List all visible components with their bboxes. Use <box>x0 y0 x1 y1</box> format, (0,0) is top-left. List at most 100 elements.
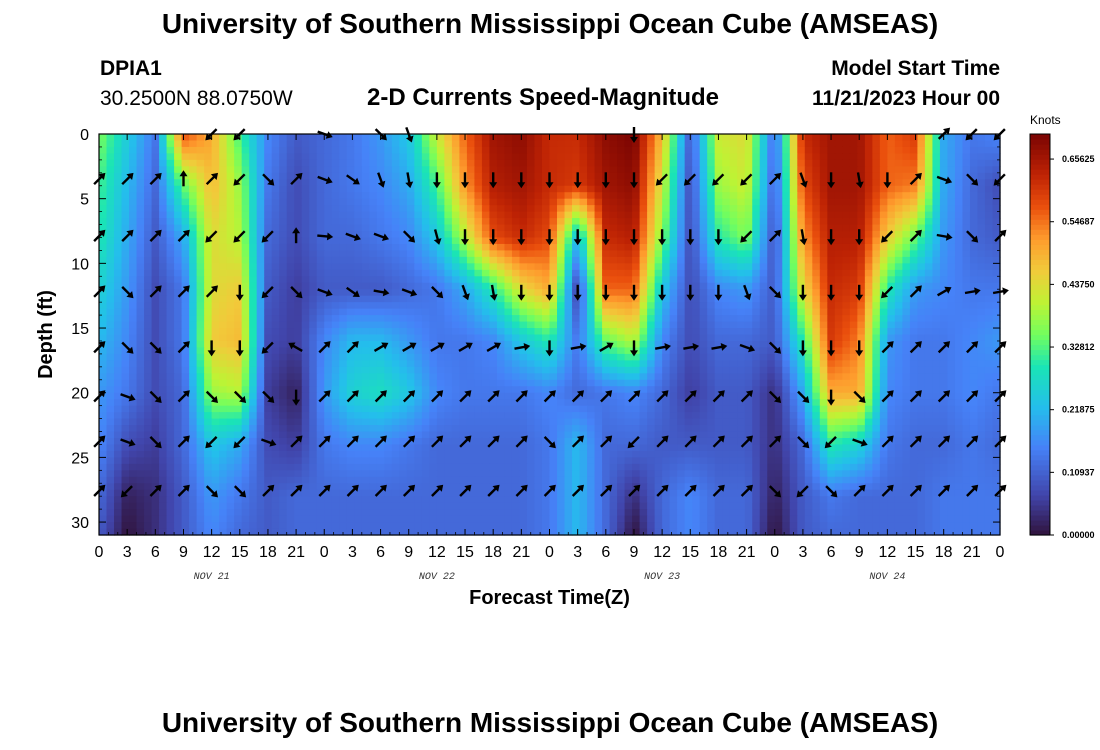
heatmap-cell <box>609 295 618 303</box>
heatmap-cell <box>121 179 130 187</box>
heatmap-cell <box>316 366 325 374</box>
heatmap-cell <box>789 250 798 258</box>
heatmap-cell <box>804 340 813 349</box>
heatmap-cell <box>444 315 453 323</box>
heatmap-cell <box>707 360 716 368</box>
heatmap-cell <box>669 276 678 284</box>
heatmap-cell <box>692 340 701 349</box>
heatmap-cell <box>249 192 258 200</box>
heatmap-cell <box>707 295 716 303</box>
heatmap-cell <box>707 282 716 290</box>
heatmap-cell <box>909 146 919 155</box>
heatmap-cell <box>421 166 430 174</box>
heatmap-cell <box>834 353 843 361</box>
heatmap-cell <box>902 134 911 142</box>
heatmap-cell <box>737 192 746 200</box>
heatmap-cell <box>241 340 250 349</box>
heatmap-cell <box>579 328 588 336</box>
heatmap-cell <box>677 218 686 226</box>
heatmap-cell <box>962 256 971 264</box>
heatmap-cell <box>932 166 941 174</box>
heatmap-cell <box>804 366 813 374</box>
heatmap-cell <box>984 353 994 361</box>
heatmap-cell <box>189 185 198 193</box>
heatmap-cell <box>384 153 393 161</box>
heatmap-cell <box>624 302 633 310</box>
heatmap-cell <box>451 263 460 271</box>
heatmap-cell <box>376 295 385 303</box>
heatmap-cell <box>729 373 738 381</box>
heatmap-cell <box>909 250 919 258</box>
heatmap-cell <box>129 166 138 174</box>
heatmap-cell <box>489 159 498 167</box>
heatmap-cell <box>301 211 310 219</box>
heatmap-cell <box>789 269 798 277</box>
heatmap-cell <box>924 231 934 239</box>
heatmap-cell <box>204 392 213 400</box>
heatmap-cell <box>969 146 979 155</box>
heatmap-cell <box>466 211 476 219</box>
heatmap-cell <box>677 353 686 361</box>
heatmap-cell <box>264 140 273 148</box>
heatmap-cell <box>534 140 543 148</box>
heatmap-cell <box>196 321 205 329</box>
heatmap-cell <box>812 321 821 329</box>
heatmap-cell <box>286 231 295 239</box>
heatmap-cell <box>939 231 949 239</box>
heatmap-cell <box>954 256 964 264</box>
heatmap-cell <box>947 366 956 374</box>
heatmap-cell <box>849 237 858 245</box>
heatmap-cell <box>384 302 393 310</box>
heatmap-cell <box>782 224 791 232</box>
heatmap-cell <box>609 334 618 342</box>
heatmap-cell <box>729 282 738 290</box>
heatmap-cell <box>309 276 318 284</box>
heatmap-cell <box>617 185 626 193</box>
heatmap-cell <box>594 392 603 400</box>
heatmap-cell <box>594 218 603 226</box>
heatmap-cell <box>557 218 566 226</box>
heatmap-cell <box>534 353 543 361</box>
heatmap-cell <box>632 295 641 303</box>
heatmap-cell <box>669 185 678 193</box>
heatmap-cell <box>144 289 153 297</box>
heatmap-cell <box>789 243 798 252</box>
heatmap-cell <box>279 366 288 374</box>
heatmap-cell <box>144 366 153 374</box>
heatmap-cell <box>391 379 400 387</box>
heatmap-cell <box>669 347 678 355</box>
heatmap-cell <box>692 269 701 277</box>
heatmap-cell <box>729 211 738 219</box>
heatmap-cell <box>331 302 340 310</box>
heatmap-cell <box>917 308 926 316</box>
heatmap-cell <box>504 134 513 142</box>
heatmap-cell <box>339 340 348 349</box>
heatmap-cell <box>204 211 213 219</box>
heatmap-cell <box>361 256 370 264</box>
heatmap-cell <box>549 140 558 148</box>
heatmap-cell <box>692 237 701 245</box>
heatmap-cell <box>909 308 919 316</box>
heatmap-cell <box>842 243 851 252</box>
heatmap-cell <box>609 224 618 232</box>
heatmap-cell <box>624 146 633 155</box>
heatmap-cell <box>909 159 919 167</box>
heatmap-cell <box>842 146 851 155</box>
heatmap-cell <box>969 347 979 355</box>
heatmap-cell <box>316 166 325 174</box>
heatmap-cell <box>669 386 678 394</box>
heatmap-cell <box>436 237 445 245</box>
heatmap-cell <box>647 192 656 200</box>
heatmap-cell <box>511 179 521 187</box>
heatmap-cell <box>737 224 746 232</box>
heatmap-cell <box>902 250 911 258</box>
heatmap-cell <box>406 315 415 323</box>
heatmap-cell <box>609 211 618 219</box>
heatmap-cell <box>234 146 243 155</box>
heatmap-cell <box>887 334 896 342</box>
heatmap-cell <box>939 347 949 355</box>
heatmap-cell <box>249 218 258 226</box>
heatmap-cell <box>279 218 288 226</box>
heatmap-cell <box>917 243 926 252</box>
heatmap-cell <box>189 366 198 374</box>
